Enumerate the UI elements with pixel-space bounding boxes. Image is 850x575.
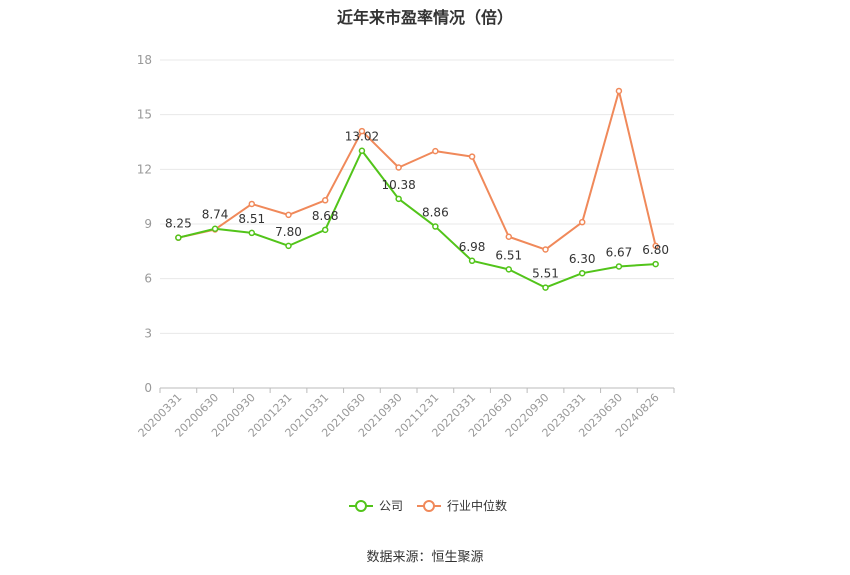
- grid-lines: [160, 59, 674, 334]
- company-point: [542, 284, 549, 291]
- industry-median-point: [248, 200, 256, 208]
- data-label: 7.80: [275, 225, 302, 239]
- y-tick-label: 18: [137, 53, 152, 67]
- industry-median-point: [542, 246, 549, 253]
- company-point: [432, 223, 439, 230]
- legend-label: 公司: [379, 499, 403, 513]
- legend-marker: [423, 500, 435, 512]
- legend-marker: [355, 500, 367, 512]
- company-point: [615, 263, 623, 270]
- y-tick-label: 12: [137, 162, 152, 176]
- legend: 公司 行业中位数: [349, 498, 507, 513]
- industry-median-point: [505, 233, 513, 241]
- industry-median-line: [178, 89, 657, 251]
- data-labels: 8.25 8.74 8.51 7.80 8.68 13.02 10.38 8.86 6.98 6.…: [165, 130, 669, 281]
- company-point: [285, 242, 292, 250]
- legend-label: 行业中位数: [447, 498, 507, 513]
- industry-median-point: [468, 153, 476, 160]
- data-label: 13.02: [345, 130, 379, 144]
- y-tick-label: 6: [144, 272, 152, 286]
- data-label: 5.51: [532, 267, 559, 281]
- y-axis-ticks: 0 3 6 9 12 15 18: [137, 53, 152, 395]
- company-line: [178, 149, 656, 289]
- industry-median-point: [321, 197, 329, 204]
- data-label: 6.98: [459, 240, 486, 254]
- industry-median-point: [285, 211, 292, 219]
- data-label: 8.68: [312, 209, 339, 223]
- industry-median-point: [578, 218, 586, 226]
- company-point: [248, 229, 256, 237]
- company-point: [578, 269, 586, 277]
- data-label: 10.38: [381, 178, 415, 192]
- industry-median-point: [615, 87, 623, 95]
- data-label: 8.25: [165, 217, 192, 231]
- company-point: [175, 234, 182, 241]
- company-point: [395, 195, 402, 203]
- industry-median-point: [432, 147, 439, 155]
- series-lines: [175, 87, 659, 291]
- chart-title: 近年来市盈率情况（倍）: [336, 8, 513, 27]
- y-tick-label: 15: [137, 108, 152, 122]
- y-tick-label: 3: [144, 326, 152, 340]
- source-note: 数据来源：恒生聚源: [366, 550, 484, 565]
- company-point: [321, 226, 329, 234]
- company-point: [505, 266, 513, 273]
- y-tick-label: 9: [144, 217, 152, 231]
- company-point: [468, 257, 476, 265]
- data-label: 6.67: [606, 245, 633, 259]
- company-point: [211, 225, 219, 232]
- industry-median-point: [652, 242, 659, 250]
- data-label: 6.80: [642, 243, 669, 257]
- data-label: 8.74: [202, 208, 229, 222]
- data-label: 6.51: [495, 248, 522, 262]
- data-label: 6.30: [569, 252, 596, 266]
- industry-median-point: [395, 164, 402, 171]
- data-label: 8.51: [238, 212, 265, 226]
- company-point: [358, 147, 366, 154]
- company-point: [652, 260, 659, 268]
- industry-median-point: [358, 127, 366, 135]
- data-label: 8.86: [422, 206, 449, 220]
- y-tick-label: 0: [144, 381, 152, 395]
- x-axis: 2020033120200630202009302020123120210331…: [136, 387, 675, 440]
